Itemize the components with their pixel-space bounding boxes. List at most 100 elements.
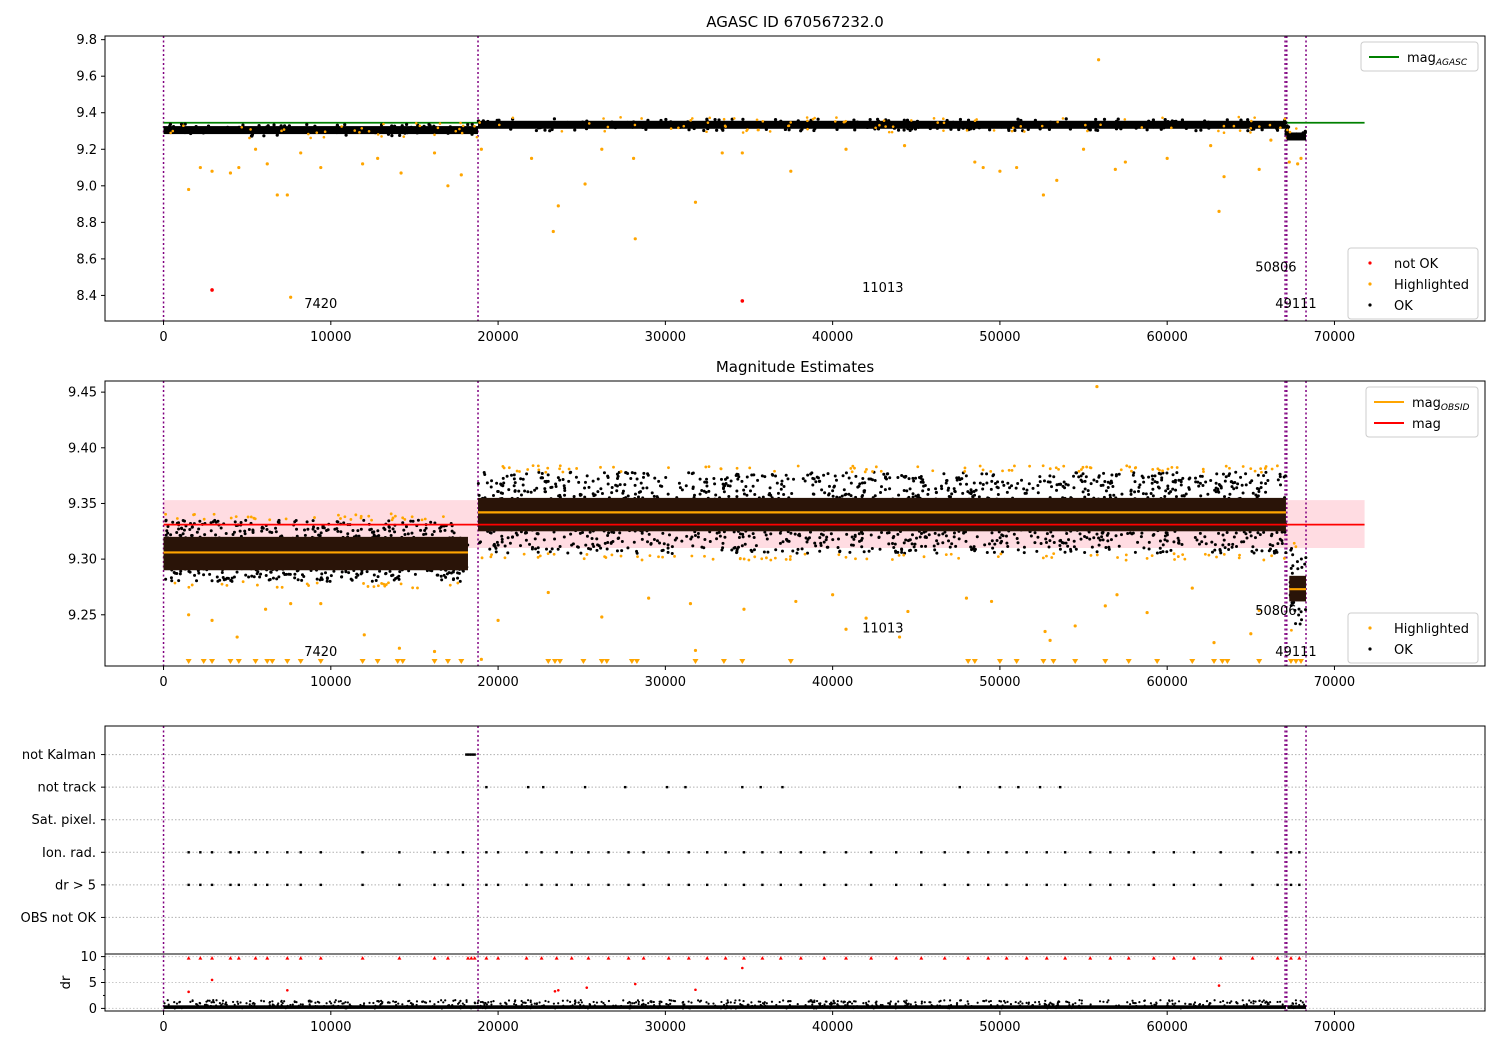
highlighted-point [418, 124, 422, 128]
dr-point [1004, 1001, 1007, 1004]
ok-point [753, 493, 757, 497]
dr-high-point [210, 956, 215, 960]
ok-point [942, 472, 946, 476]
dr-point [1071, 1003, 1075, 1006]
ok-point [926, 492, 930, 496]
highlighted-point [393, 514, 397, 518]
ok-point [961, 491, 965, 495]
highlighted-point [1048, 467, 1052, 471]
highlighted-point [1056, 120, 1059, 124]
ok-point [239, 521, 243, 525]
ok-point [666, 543, 670, 547]
ok-point [983, 543, 987, 547]
flag-point [199, 851, 202, 854]
ok-point [280, 534, 284, 538]
ok-point [1187, 477, 1191, 481]
flag-point [799, 851, 803, 854]
highlighted-point [399, 171, 403, 175]
ok-point [950, 542, 954, 546]
ok-point [1278, 537, 1282, 541]
ok-point [980, 472, 984, 476]
dr-point [976, 1001, 979, 1004]
dr-point [865, 1004, 869, 1007]
ok-point [577, 480, 581, 484]
ok-point [1218, 484, 1222, 488]
ok-point [991, 546, 995, 550]
dr-point [368, 1001, 371, 1004]
dr-point [804, 1004, 807, 1007]
ok-point [801, 477, 805, 481]
ok-point [1239, 118, 1243, 122]
highlighted-point [707, 465, 711, 469]
ok-point [272, 123, 276, 127]
ok-point [659, 118, 663, 123]
ok-point [1182, 494, 1186, 498]
dr-point [1098, 1000, 1102, 1003]
ok-point [733, 546, 737, 550]
ok-point [585, 474, 589, 478]
dr-point [481, 1000, 484, 1004]
dr-point [1159, 999, 1162, 1002]
flag-point [943, 851, 946, 854]
dr-high-point [919, 956, 924, 960]
dr-high-point [484, 956, 489, 960]
ok-point [553, 537, 557, 541]
x-tick-label: 0 [159, 330, 167, 345]
ok-point [776, 121, 780, 126]
ok-point [958, 117, 963, 122]
ok-point [1197, 542, 1201, 546]
below-range-marker [1040, 659, 1047, 664]
ok-point [224, 531, 228, 535]
dr-point [1294, 1002, 1298, 1005]
dr-point [388, 1001, 391, 1004]
ok-point [1187, 487, 1191, 491]
ok-point [1151, 477, 1155, 481]
dr-point [314, 1005, 317, 1008]
ok-point [1140, 531, 1144, 535]
highlighted-point [667, 466, 670, 470]
ok-point [1008, 486, 1012, 490]
ok-point [495, 481, 499, 485]
highlighted-point [738, 557, 742, 561]
ok-point [996, 486, 1000, 490]
highlighted-point [536, 555, 540, 559]
dr-high-point [844, 956, 849, 960]
highlighted-point [556, 204, 560, 208]
dr-point [1166, 1002, 1169, 1005]
ok-point [779, 487, 783, 491]
dr-point [1189, 1006, 1192, 1009]
ok-point [735, 489, 739, 493]
obsid-label: 11013 [862, 281, 903, 296]
dr-point [696, 999, 700, 1002]
dr-point [1180, 1005, 1183, 1009]
dr-point [422, 1000, 425, 1003]
dr-point [642, 1003, 645, 1006]
ok-point [616, 536, 620, 540]
legend-mag-label-subscript: OBSID [1441, 403, 1470, 413]
dr-point [1068, 1001, 1071, 1004]
dr-point [1173, 1004, 1176, 1007]
ok-point [432, 530, 436, 534]
ok-point [175, 571, 179, 575]
ok-point [409, 519, 413, 523]
ok-point [1259, 481, 1263, 485]
ok-point [783, 127, 787, 132]
ok-point [403, 533, 407, 537]
legend-status-frame [1347, 247, 1479, 320]
dr-point [846, 1001, 849, 1005]
highlighted-point [1081, 147, 1086, 151]
ok-point [930, 125, 934, 129]
dr-point [500, 1004, 503, 1007]
ok-point [1251, 545, 1255, 549]
ok-point [832, 485, 836, 489]
y-tick-label: 8.8 [76, 216, 97, 231]
ok-point [722, 490, 726, 494]
ok-point [329, 574, 333, 578]
highlighted-point [169, 131, 173, 135]
ok-point [529, 490, 533, 494]
dr-point [1241, 999, 1244, 1002]
below-range-marker [185, 659, 192, 664]
dr-point [1074, 1002, 1077, 1005]
dr-point [487, 1001, 490, 1004]
ok-point [1016, 117, 1020, 121]
